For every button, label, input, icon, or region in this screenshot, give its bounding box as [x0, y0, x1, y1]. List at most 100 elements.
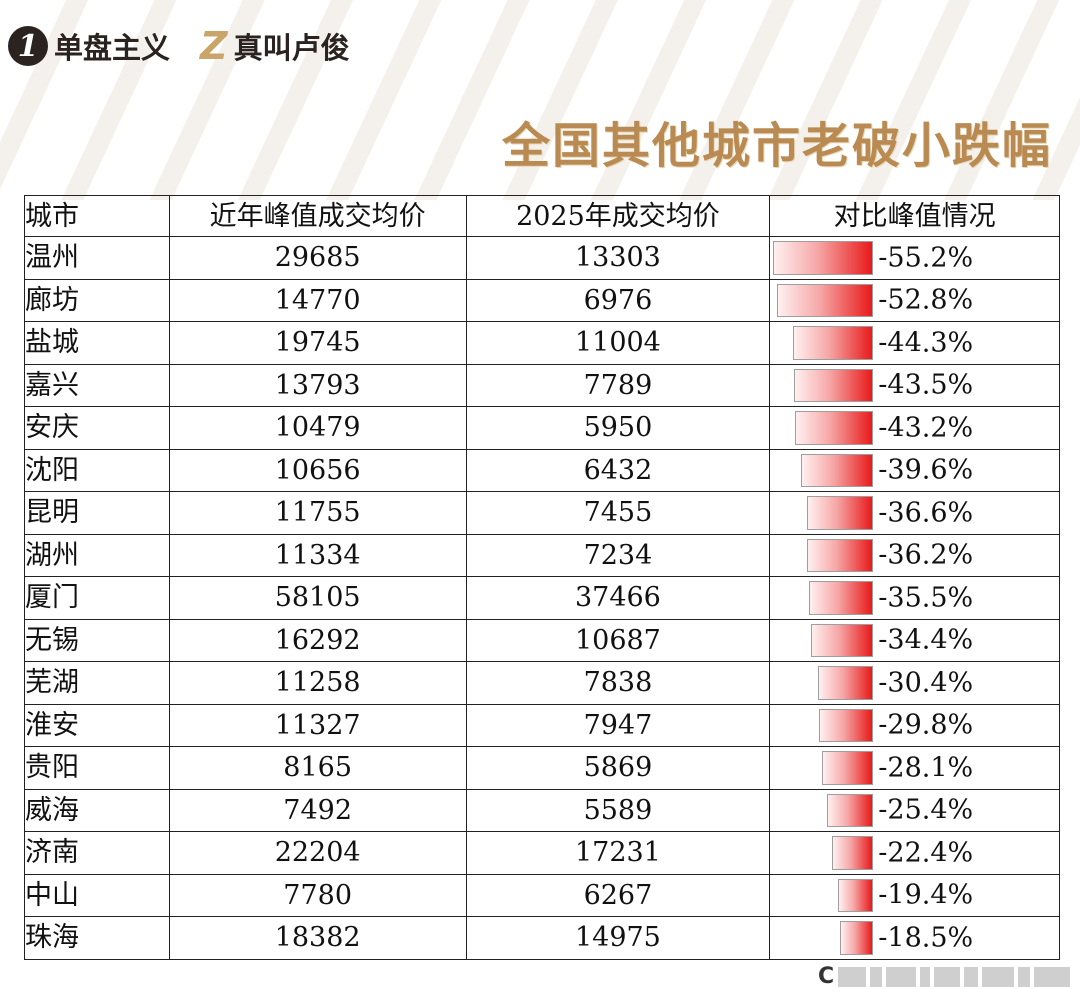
table-row: 湖州 11334 7234 -36.2% — [24, 533, 1060, 577]
cell-peak-price: 10479 — [168, 406, 467, 450]
drop-bar — [794, 411, 873, 445]
price-drop-table: 城市 近年峰值成交均价 2025年成交均价 对比峰值情况 温州 29685 1330… — [24, 195, 1060, 960]
drop-percent: -22.4% — [878, 837, 974, 869]
cell-peak-price: 10656 — [168, 448, 467, 492]
drop-bar — [806, 496, 873, 530]
watermark-blur — [964, 966, 979, 987]
cell-city: 嘉兴 — [24, 363, 170, 407]
cell-city: 中山 — [24, 873, 170, 917]
cell-city: 安庆 — [24, 406, 170, 450]
cell-current-price: 14975 — [465, 916, 771, 960]
cell-peak-price: 11334 — [168, 533, 467, 577]
cell-peak-price: 22204 — [168, 831, 467, 875]
table-row: 厦门 58105 37466 -35.5% — [24, 576, 1060, 620]
cell-current-price: 7455 — [465, 491, 771, 535]
drop-bar — [832, 836, 873, 870]
table-header-row: 城市 近年峰值成交均价 2025年成交均价 对比峰值情况 — [24, 195, 1060, 237]
cell-peak-price: 58105 — [168, 576, 467, 620]
table-row: 淮安 11327 7947 -29.8% — [24, 703, 1060, 747]
cell-current-price: 5589 — [465, 788, 771, 832]
cell-city: 济南 — [24, 831, 170, 875]
drop-percent: -18.5% — [878, 922, 974, 954]
column-header-city: 城市 — [24, 195, 170, 237]
watermark-blur — [870, 966, 883, 987]
drop-percent: -34.4% — [878, 624, 974, 656]
cell-city: 盐城 — [24, 321, 170, 365]
cell-peak-price: 19745 — [168, 321, 467, 365]
cell-peak-price: 29685 — [168, 236, 467, 280]
drop-bar — [777, 283, 873, 317]
logo-badge-icon: 1 — [8, 26, 48, 66]
table-row: 芜湖 11258 7838 -30.4% — [24, 661, 1060, 705]
cell-drop: -28.1% — [769, 746, 1060, 790]
cell-city: 湖州 — [24, 533, 170, 577]
table-row: 嘉兴 13793 7789 -43.5% — [24, 363, 1060, 407]
cell-city: 温州 — [24, 236, 170, 280]
cell-current-price: 7234 — [465, 533, 771, 577]
table-row: 安庆 10479 5950 -43.2% — [24, 406, 1060, 450]
drop-bar — [792, 326, 873, 360]
cell-current-price: 7789 — [465, 363, 771, 407]
cell-drop: -22.4% — [769, 831, 1060, 875]
cell-drop: -55.2% — [769, 236, 1060, 280]
logo2-mark: Z — [200, 24, 228, 68]
watermark-blur — [934, 966, 961, 987]
table-body: 温州 29685 13303 -55.2% 廊坊 14770 6976 -52.8% 盐城 197… — [24, 236, 1060, 960]
table-row: 贵阳 8165 5869 -28.1% — [24, 746, 1060, 790]
drop-percent: -28.1% — [878, 752, 974, 784]
cell-drop: -44.3% — [769, 321, 1060, 365]
watermark-blur — [920, 966, 931, 987]
cell-city: 威海 — [24, 788, 170, 832]
drop-percent: -43.5% — [878, 369, 974, 401]
cell-city: 昆明 — [24, 491, 170, 535]
watermark-prefix: C — [818, 964, 835, 989]
cell-peak-price: 14770 — [168, 278, 467, 322]
cell-current-price: 5950 — [465, 406, 771, 450]
page-title: 全国其他城市老破小跌幅 — [501, 118, 1052, 174]
cell-city: 沈阳 — [24, 448, 170, 492]
drop-percent: -25.4% — [878, 794, 974, 826]
watermark-blur — [886, 966, 917, 987]
cell-current-price: 7947 — [465, 703, 771, 747]
cell-peak-price: 11755 — [168, 491, 467, 535]
drop-bar — [807, 538, 873, 572]
drop-percent: -29.8% — [878, 709, 974, 741]
drop-bar — [819, 708, 873, 742]
drop-bar — [808, 581, 873, 615]
cell-city: 芜湖 — [24, 661, 170, 705]
cell-peak-price: 11258 — [168, 661, 467, 705]
logo2-text: 真叫卢俊 — [233, 31, 350, 65]
watermark-blur — [838, 966, 867, 987]
drop-bar — [839, 921, 873, 955]
cell-peak-price: 13793 — [168, 363, 467, 407]
cell-current-price: 17231 — [465, 831, 771, 875]
cell-current-price: 10687 — [465, 618, 771, 662]
watermark-blur — [1018, 966, 1031, 987]
table-row: 沈阳 10656 6432 -39.6% — [24, 448, 1060, 492]
cell-peak-price: 7492 — [168, 788, 467, 832]
table-row: 中山 7780 6267 -19.4% — [24, 873, 1060, 917]
cell-peak-price: 7780 — [168, 873, 467, 917]
drop-percent: -39.6% — [878, 454, 974, 486]
table-row: 珠海 18382 14975 -18.5% — [24, 916, 1060, 960]
cell-drop: -43.5% — [769, 363, 1060, 407]
cell-drop: -39.6% — [769, 448, 1060, 492]
cell-current-price: 6432 — [465, 448, 771, 492]
cell-city: 厦门 — [24, 576, 170, 620]
drop-percent: -30.4% — [878, 667, 974, 699]
table-row: 济南 22204 17231 -22.4% — [24, 831, 1060, 875]
table-row: 威海 7492 5589 -25.4% — [24, 788, 1060, 832]
watermark-blur — [982, 966, 1015, 987]
column-header-drop: 对比峰值情况 — [769, 195, 1060, 237]
cell-city: 珠海 — [24, 916, 170, 960]
watermark-blur — [1034, 966, 1071, 987]
drop-bar — [817, 666, 873, 700]
drop-percent: -55.2% — [878, 242, 974, 274]
header-logos: 1 单盘主义 Z 真叫卢俊 — [8, 22, 350, 70]
watermark: C — [818, 964, 1071, 989]
table-row: 无锡 16292 10687 -34.4% — [24, 618, 1060, 662]
cell-current-price: 37466 — [465, 576, 771, 620]
drop-bar — [827, 793, 873, 827]
cell-drop: -30.4% — [769, 661, 1060, 705]
drop-bar — [801, 453, 873, 487]
